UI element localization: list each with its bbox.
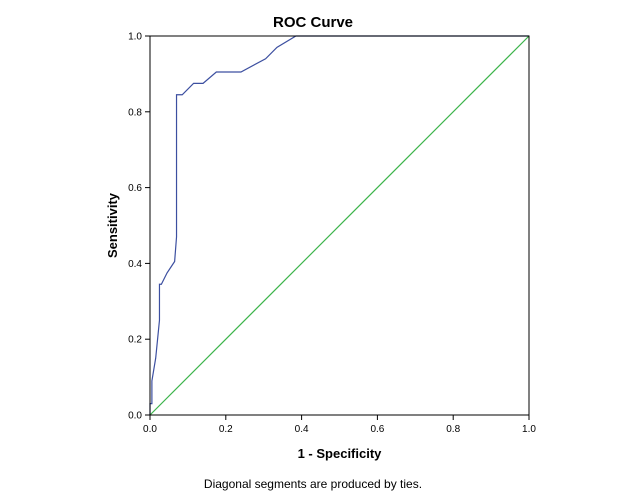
y-tick-label: 0.6	[128, 183, 142, 194]
y-tick-label: 1.0	[128, 32, 142, 43]
y-tick-label: 0.2	[128, 335, 142, 346]
x-tick-label: 0.2	[219, 424, 233, 435]
x-tick-label: 0.8	[446, 424, 460, 435]
chart-title: ROC Curve	[273, 14, 353, 31]
series-layer	[149, 35, 530, 416]
x-axis-label: 1 - Specificity	[298, 446, 383, 461]
roc-curve-line	[149, 35, 529, 415]
x-tick-label: 1.0	[522, 424, 536, 435]
y-tick-label: 0.4	[128, 259, 142, 270]
y-axis-label: Sensitivity	[105, 192, 120, 258]
plot-frame	[149, 35, 530, 416]
reference-diagonal-line	[149, 35, 530, 416]
x-tick-label: 0.0	[143, 424, 157, 435]
y-tick-label: 0.0	[128, 411, 142, 422]
tick-layer: 0.0 0.2 0.4 0.6 0.8 1.0 0.0 0.2 0.4 0.6 0.8 1.0	[128, 32, 536, 436]
footnote: Diagonal segments are produced by ties.	[204, 477, 422, 491]
y-tick-label: 0.8	[128, 107, 142, 118]
x-tick-label: 0.4	[295, 424, 309, 435]
x-tick-label: 0.6	[370, 424, 384, 435]
